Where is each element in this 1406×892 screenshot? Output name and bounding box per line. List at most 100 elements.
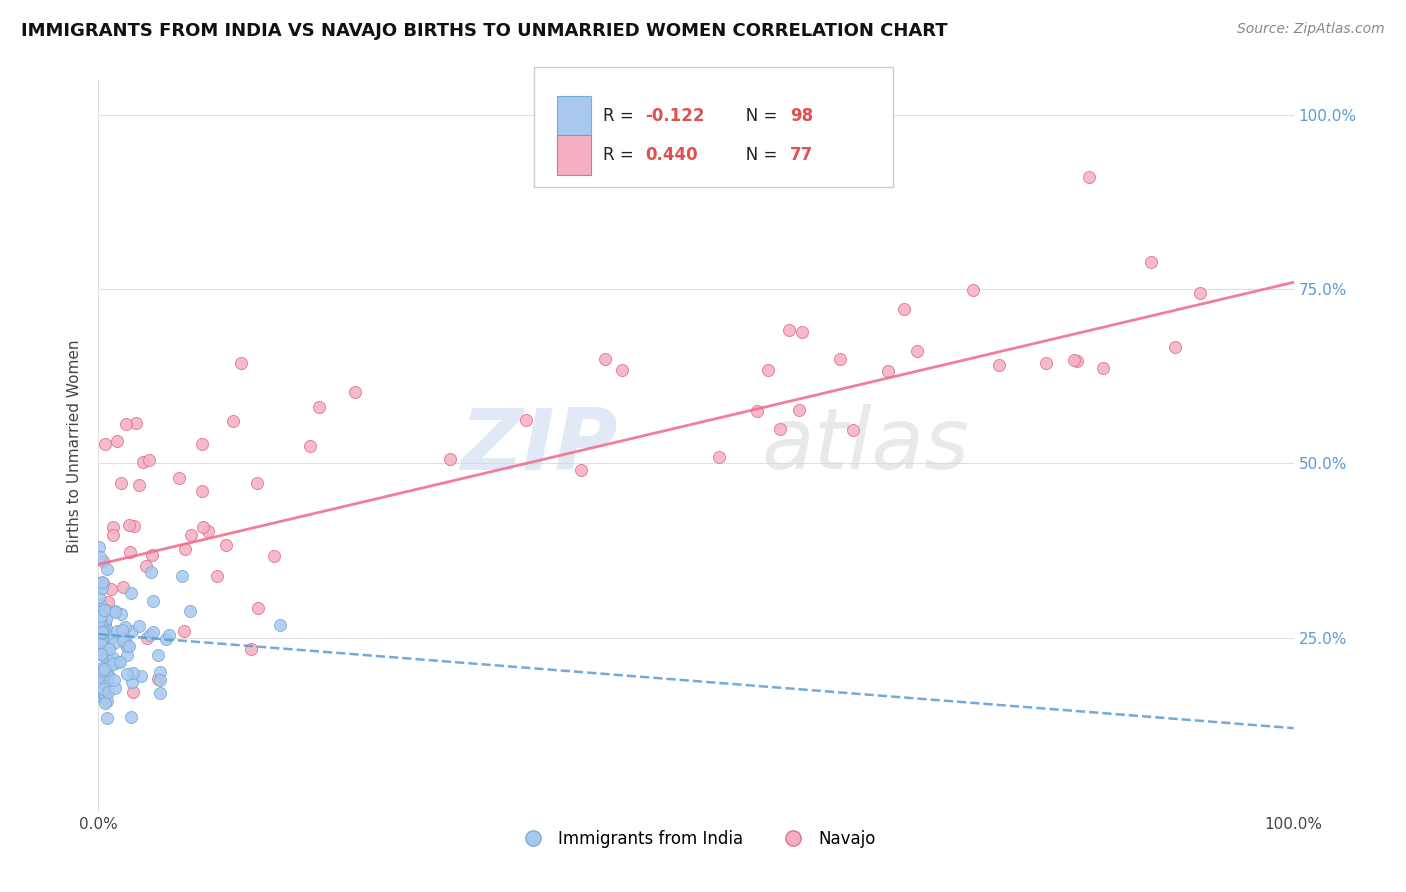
Point bbox=[91, 643, 114, 657]
Point bbox=[97, 670, 120, 684]
Point bbox=[308, 400, 330, 414]
Point bbox=[108, 655, 131, 669]
Point bbox=[90, 625, 112, 640]
Point bbox=[89, 540, 111, 554]
Point bbox=[115, 667, 138, 681]
Point bbox=[842, 423, 865, 437]
Point bbox=[87, 591, 110, 605]
Point bbox=[747, 404, 769, 418]
Point bbox=[97, 595, 120, 609]
Point bbox=[89, 550, 111, 565]
Point bbox=[93, 603, 115, 617]
Point bbox=[141, 549, 163, 563]
Point bbox=[89, 642, 111, 657]
Text: Source: ZipAtlas.com: Source: ZipAtlas.com bbox=[1237, 22, 1385, 37]
Point bbox=[91, 631, 114, 645]
Text: 77: 77 bbox=[790, 146, 814, 164]
Point bbox=[191, 437, 214, 451]
Y-axis label: Births to Unmarried Women: Births to Unmarried Women bbox=[67, 339, 83, 553]
Point bbox=[756, 363, 779, 377]
Point bbox=[191, 520, 214, 534]
Point bbox=[91, 576, 114, 591]
Point bbox=[122, 519, 145, 533]
Point bbox=[90, 690, 112, 705]
Text: atlas: atlas bbox=[762, 404, 970, 488]
Point bbox=[98, 654, 121, 668]
Point bbox=[112, 581, 135, 595]
Point bbox=[239, 642, 262, 657]
Point bbox=[139, 566, 162, 580]
Point bbox=[245, 475, 267, 490]
Point bbox=[149, 665, 172, 679]
Point bbox=[97, 668, 120, 682]
Point bbox=[94, 617, 117, 632]
Point bbox=[89, 627, 111, 641]
Point bbox=[269, 617, 291, 632]
Point bbox=[905, 343, 928, 358]
Point bbox=[121, 624, 143, 638]
Point bbox=[90, 647, 112, 661]
Point bbox=[789, 403, 811, 417]
Point bbox=[1063, 353, 1085, 368]
Point bbox=[87, 576, 110, 591]
Point bbox=[1066, 354, 1088, 368]
Text: 98: 98 bbox=[790, 107, 813, 125]
Point bbox=[90, 661, 112, 675]
Point bbox=[91, 681, 114, 696]
Point bbox=[90, 609, 112, 624]
Point bbox=[128, 478, 150, 492]
Point bbox=[94, 696, 117, 710]
Point bbox=[114, 620, 136, 634]
Point bbox=[571, 463, 593, 477]
Point bbox=[87, 646, 110, 660]
Point bbox=[893, 301, 915, 316]
Point bbox=[148, 648, 170, 662]
Point bbox=[142, 624, 165, 639]
Point bbox=[101, 520, 124, 534]
Point bbox=[89, 597, 111, 611]
Point bbox=[90, 624, 112, 639]
Point bbox=[174, 542, 197, 557]
Point bbox=[90, 607, 112, 621]
Point bbox=[97, 685, 120, 699]
Point bbox=[93, 662, 115, 676]
Point bbox=[595, 351, 617, 366]
Point bbox=[90, 665, 112, 680]
Point bbox=[101, 657, 124, 671]
Point bbox=[111, 633, 134, 648]
Point bbox=[104, 604, 127, 618]
Point bbox=[94, 679, 117, 693]
Point bbox=[93, 623, 115, 637]
Point bbox=[180, 527, 202, 541]
Point bbox=[87, 618, 110, 632]
Point bbox=[100, 582, 122, 596]
Point bbox=[121, 674, 143, 689]
Point bbox=[103, 528, 125, 542]
Text: R =: R = bbox=[603, 107, 640, 125]
Legend: Immigrants from India, Navajo: Immigrants from India, Navajo bbox=[510, 823, 882, 855]
Point bbox=[89, 674, 111, 689]
Point bbox=[987, 358, 1010, 372]
Point bbox=[146, 672, 169, 686]
Point bbox=[1189, 285, 1212, 300]
Text: R =: R = bbox=[603, 146, 640, 164]
Point bbox=[90, 632, 112, 646]
Point bbox=[1035, 356, 1057, 370]
Point bbox=[610, 362, 633, 376]
Point bbox=[94, 665, 117, 680]
Point bbox=[707, 450, 730, 464]
Point bbox=[90, 625, 112, 640]
Point bbox=[100, 632, 122, 646]
Point bbox=[173, 624, 195, 639]
Point bbox=[96, 624, 118, 638]
Point bbox=[215, 538, 238, 552]
Text: N =: N = bbox=[730, 146, 782, 164]
Point bbox=[1078, 170, 1101, 185]
Point bbox=[103, 636, 125, 650]
Point bbox=[142, 594, 165, 608]
Point bbox=[94, 437, 117, 451]
Point bbox=[93, 689, 115, 703]
Point bbox=[155, 632, 177, 646]
Point bbox=[222, 414, 245, 428]
Point bbox=[107, 656, 129, 670]
